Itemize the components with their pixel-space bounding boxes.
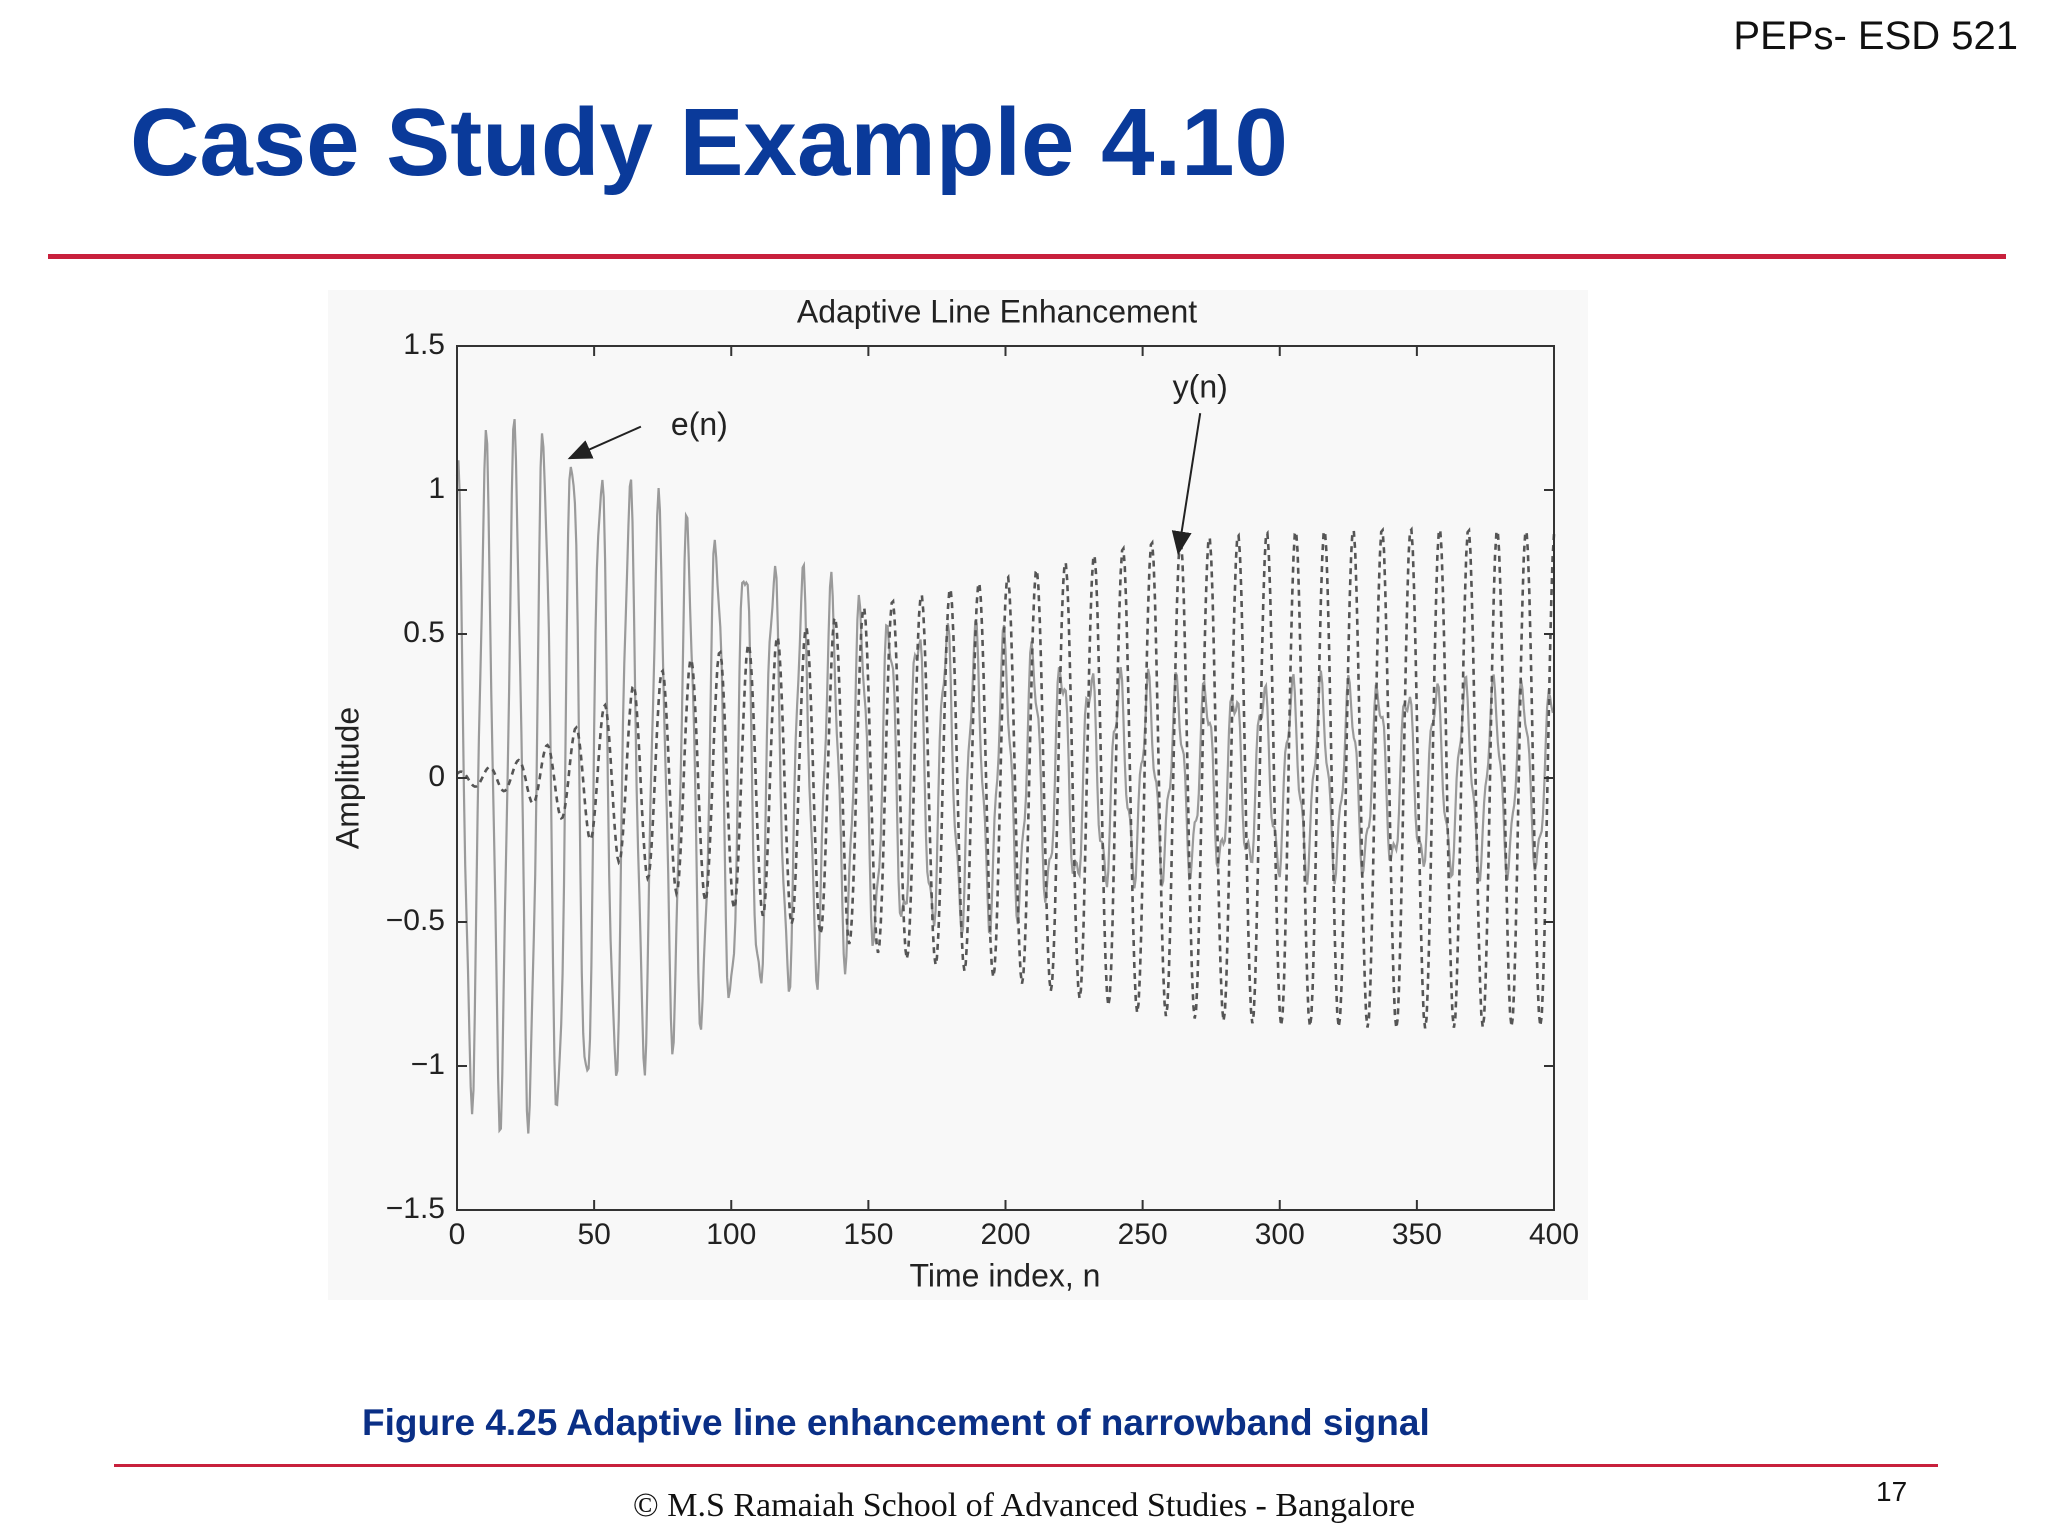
- title-divider: [48, 254, 2006, 259]
- footer-copyright: © M.S Ramaiah School of Advanced Studies…: [632, 1487, 1416, 1524]
- footer-divider: [114, 1464, 1938, 1467]
- figure-caption: Figure 4.25 Adaptive line enhancement of…: [362, 1402, 1430, 1443]
- y-tick-label: −1: [411, 1048, 445, 1081]
- slide-title: Case Study Example 4.10: [130, 89, 1288, 196]
- y-axis-label: Amplitude: [329, 707, 365, 849]
- x-tick-label: 100: [706, 1218, 756, 1251]
- x-tick-label: 300: [1255, 1218, 1305, 1251]
- annotation-arrow: [567, 425, 642, 460]
- x-tick-label: 0: [449, 1218, 466, 1251]
- x-axis-label: Time index, n: [910, 1257, 1101, 1293]
- x-tick-label: 150: [843, 1218, 893, 1251]
- page-number: 17: [1876, 1476, 1908, 1507]
- x-tick-label: 250: [1118, 1218, 1168, 1251]
- ticks-layer: 0 50 100 150 200 250 300 350 400 1.5 1 0.5 0 −0.5 −1 −1…: [386, 328, 1579, 1251]
- annotation-label: y(n): [1173, 369, 1228, 405]
- y-tick-label: 0: [428, 760, 445, 793]
- series-layer: [455, 419, 1556, 1134]
- annotation-layer: e(n) y(n): [567, 369, 1228, 556]
- adaptive-line-enhancement-chart: Adaptive Line Enhancement 0 50 100 150 200 25…: [329, 293, 1579, 1293]
- series-line-e: [455, 419, 1555, 1134]
- y-tick-label: −0.5: [386, 904, 445, 937]
- y-tick-label: −1.5: [386, 1192, 445, 1225]
- y-tick-label: 1: [428, 472, 445, 505]
- series-line-y: [456, 526, 1556, 1029]
- y-tick-label: 1.5: [403, 328, 445, 361]
- x-tick-label: 400: [1529, 1218, 1579, 1251]
- x-tick-label: 350: [1392, 1218, 1442, 1251]
- annotation-label: e(n): [671, 406, 728, 442]
- course-code: PEPs- ESD 521: [1733, 14, 2018, 58]
- x-tick-label: 50: [577, 1218, 610, 1251]
- chart-title: Adaptive Line Enhancement: [797, 293, 1197, 329]
- y-tick-label: 0.5: [403, 616, 445, 649]
- x-tick-label: 200: [980, 1218, 1030, 1251]
- annotation-arrow: [1171, 413, 1202, 556]
